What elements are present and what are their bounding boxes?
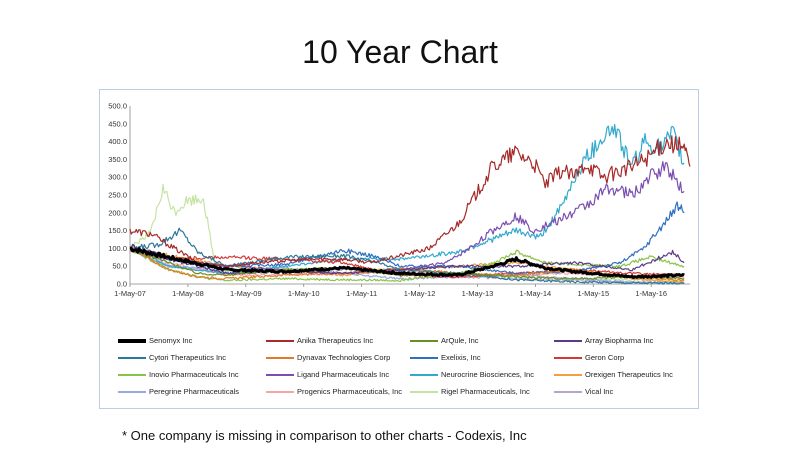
legend-item: Senomyx Inc — [118, 336, 266, 345]
series-line-exelixis-inc — [129, 201, 685, 275]
legend-item: Orexigen Therapeutics Inc — [554, 370, 694, 379]
legend-label: Dynavax Technologies Corp — [297, 353, 391, 362]
y-tick-label: 150.0 — [108, 226, 127, 235]
series-line-array-biopharma-inc — [129, 243, 685, 275]
y-tick-label: 500.0 — [108, 102, 127, 111]
legend-item: Exelixis, Inc — [410, 353, 554, 362]
legend-label: Anika Therapeutics Inc — [297, 336, 374, 345]
y-tick-label: 200.0 — [108, 208, 127, 217]
x-tick-label: 1-May-07 — [114, 289, 146, 298]
x-tick-label: 1-May-16 — [635, 289, 667, 298]
x-tick-label: 1-May-09 — [230, 289, 262, 298]
legend-item: Peregrine Pharmaceuticals — [118, 387, 266, 396]
legend-item: Neurocrine Biosciences, Inc — [410, 370, 554, 379]
legend-item: Ligand Pharmaceuticals Inc — [266, 370, 410, 379]
legend-label: Array Biopharma Inc — [585, 336, 654, 345]
y-tick-label: 50.0 — [112, 262, 127, 271]
x-tick-label: 1-May-14 — [520, 289, 552, 298]
legend-label: Exelixis, Inc — [441, 353, 481, 362]
legend-item: Cytori Therapeutics Inc — [118, 353, 266, 362]
legend-label: Ligand Pharmaceuticals Inc — [297, 370, 390, 379]
y-tick-label: 0.0 — [117, 280, 127, 289]
y-tick-label: 250.0 — [108, 191, 127, 200]
legend-item: Dynavax Technologies Corp — [266, 353, 410, 362]
legend-label: Senomyx Inc — [149, 336, 193, 345]
legend-label: Orexigen Therapeutics Inc — [585, 370, 673, 379]
slide-title: 10 Year Chart — [302, 34, 498, 70]
legend-label: ArQule, Inc — [441, 336, 479, 345]
legend-swatch — [266, 356, 294, 359]
y-tick-label: 300.0 — [108, 173, 127, 182]
legend-swatch — [266, 339, 294, 342]
legend-label: Progenics Pharmaceuticals, Inc — [297, 387, 403, 396]
legend-swatch — [118, 373, 146, 376]
legend-item: Geron Corp — [554, 353, 694, 362]
y-tick-label: 450.0 — [108, 119, 127, 128]
x-tick-label: 1-May-11 — [346, 289, 377, 298]
legend-swatch — [118, 390, 146, 393]
legend-label: Vical Inc — [585, 387, 614, 396]
legend-swatch — [410, 390, 438, 393]
legend-label: Neurocrine Biosciences, Inc — [441, 370, 534, 379]
legend-label: Cytori Therapeutics Inc — [149, 353, 226, 362]
x-tick-label: 1-May-13 — [462, 289, 494, 298]
legend-swatch — [410, 373, 438, 376]
legend-swatch — [554, 390, 582, 393]
legend-item: Vical Inc — [554, 387, 694, 396]
legend-item: Rigel Pharmaceuticals, Inc — [410, 387, 554, 396]
x-tick-label: 1-May-08 — [172, 289, 204, 298]
legend-item: ArQule, Inc — [410, 336, 554, 345]
footnote: * One company is missing in comparison t… — [122, 428, 527, 443]
legend-label: Rigel Pharmaceuticals, Inc — [441, 387, 530, 396]
y-tick-label: 400.0 — [108, 137, 127, 146]
legend-swatch — [554, 373, 582, 376]
legend-item: Anika Therapeutics Inc — [266, 336, 410, 345]
legend-swatch — [554, 339, 582, 342]
chart-container: 0.0 50.0 100.0 150.0 200.0 250.0 300.0 350.0 400… — [99, 89, 699, 409]
legend-item: Inovio Pharmaceuticals Inc — [118, 370, 266, 379]
line-chart: 0.0 50.0 100.0 150.0 200.0 250.0 300.0 350.0 400… — [108, 102, 691, 298]
y-tick-label: 350.0 — [108, 155, 127, 164]
legend-label: Peregrine Pharmaceuticals — [149, 387, 240, 396]
x-tick-label: 1-May-12 — [404, 289, 436, 298]
series-line-anika-therapeutics-inc — [129, 135, 691, 268]
legend-swatch — [554, 356, 582, 359]
legend-swatch — [118, 338, 146, 343]
legend-item: Progenics Pharmaceuticals, Inc — [266, 387, 410, 396]
legend-swatch — [118, 356, 146, 359]
legend-label: Geron Corp — [585, 353, 625, 362]
legend-item: Array Biopharma Inc — [554, 336, 694, 345]
x-tick-label: 1-May-10 — [288, 289, 320, 298]
legend-swatch — [266, 390, 294, 393]
x-tick-label: 1-May-15 — [577, 289, 609, 298]
legend-swatch — [410, 356, 438, 359]
chart-legend: Senomyx Inc Anika Therapeutics Inc ArQule,… — [118, 336, 693, 396]
y-tick-label: 100.0 — [108, 244, 127, 253]
legend-swatch — [410, 339, 438, 342]
legend-swatch — [266, 373, 294, 376]
legend-label: Inovio Pharmaceuticals Inc — [149, 370, 239, 379]
series-line-senomyx-inc — [129, 246, 685, 280]
